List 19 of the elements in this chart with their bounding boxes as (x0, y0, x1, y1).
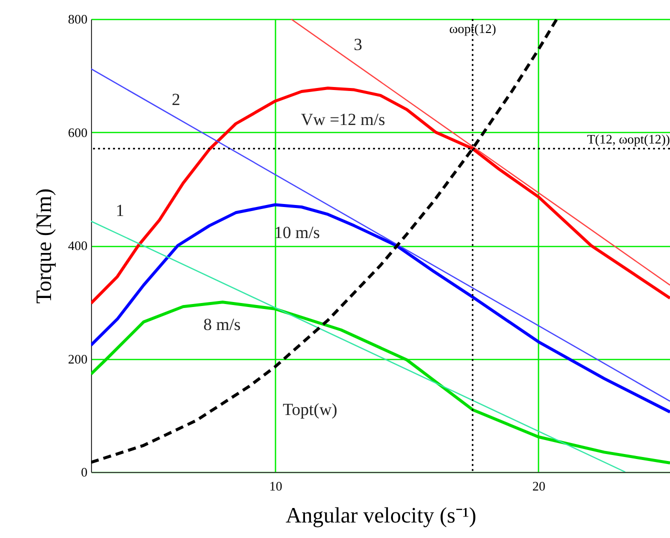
series-label: Vw =12 m/s (300, 110, 386, 129)
x-tick-label: 10 (269, 478, 282, 494)
series-label: 8 m/s (203, 315, 241, 334)
x-axis-title: Angular velocity (s⁻¹) (286, 502, 476, 528)
series-label: 2 (172, 90, 180, 109)
y-tick-label: 800 (68, 12, 88, 26)
y-tick-label: 0 (81, 464, 88, 480)
y-tick-label: 400 (68, 238, 88, 253)
x-tick-label: 20 (532, 478, 546, 494)
y-tick-label: 600 (68, 124, 88, 140)
series-label: 1 (116, 201, 124, 220)
series-label: Topt(w) (282, 400, 338, 419)
series-label: 3 (354, 35, 362, 54)
line-series (91, 86, 670, 305)
y-tick-label: 200 (68, 351, 88, 366)
ref-line-label: T(12, ωopt(12)) (587, 132, 670, 147)
line-series (91, 300, 670, 464)
y-axis-title: Torque (Nm) (31, 188, 56, 304)
ref-line-label: ωopt(12) (449, 21, 496, 36)
